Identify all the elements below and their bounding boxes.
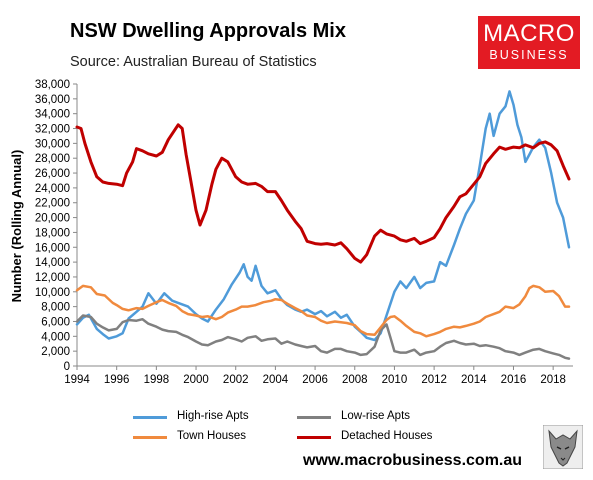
legend-label-detached-houses: Detached Houses — [341, 430, 433, 442]
y-tick-label: 32,000 — [35, 124, 70, 136]
x-tick-label: 2010 — [382, 374, 408, 386]
legend-swatch-low-rise — [297, 416, 331, 419]
y-axis-label: Number (Rolling Annual) — [9, 150, 24, 303]
x-tick-label: 2006 — [302, 374, 328, 386]
chart-series — [75, 90, 571, 360]
legend-swatch-detached-houses — [297, 436, 331, 439]
logo-line-2: BUSINESS — [489, 48, 569, 62]
y-tick-label: 24,000 — [35, 183, 70, 195]
y-tick-label: 0 — [64, 361, 70, 373]
y-tick-label: 14,000 — [35, 257, 70, 269]
legend-label-low-rise: Low-rise Apts — [341, 410, 411, 422]
y-tick-label: 28,000 — [35, 153, 70, 165]
macrobusiness-logo: MACRO BUSINESS — [478, 16, 580, 69]
logo-line-1: MACRO — [483, 20, 575, 47]
x-tick-label: 2000 — [183, 374, 209, 386]
website-link[interactable]: www.macrobusiness.com.au — [303, 452, 523, 469]
y-tick-label: 12,000 — [35, 272, 70, 284]
chart-subtitle: Source: Australian Bureau of Statistics — [70, 54, 317, 70]
x-tick-label: 2016 — [501, 374, 527, 386]
chart-title: NSW Dwelling Approvals Mix — [70, 20, 346, 42]
y-tick-label: 22,000 — [35, 198, 70, 210]
legend-label-town-houses: Town Houses — [177, 430, 247, 442]
y-tick-label: 18,000 — [35, 227, 70, 239]
y-tick-label: 6,000 — [41, 316, 70, 328]
x-tick-label: 2004 — [263, 374, 289, 386]
y-tick-label: 36,000 — [35, 94, 70, 106]
x-tick-label: 2002 — [223, 374, 249, 386]
y-tick-label: 34,000 — [35, 109, 70, 121]
y-tick-label: 26,000 — [35, 168, 70, 180]
chart-axes: 0 2,000 4,000 6,000 8,000 10,000 12,000 14,000 1… — [35, 79, 573, 386]
x-tick-label: 2018 — [540, 374, 566, 386]
y-tick-label: 10,000 — [35, 287, 70, 299]
y-tick-label: 30,000 — [35, 138, 70, 150]
legend-swatch-town-houses — [133, 436, 167, 439]
y-tick-label: 38,000 — [35, 79, 70, 91]
x-tick-label: 1998 — [144, 374, 170, 386]
y-tick-label: 16,000 — [35, 242, 70, 254]
series-line-town-houses — [75, 284, 571, 338]
x-tick-label: 1996 — [104, 374, 130, 386]
x-tick-label: 1994 — [64, 374, 90, 386]
y-tick-label: 8,000 — [41, 302, 70, 314]
x-tick-label: 2012 — [421, 374, 447, 386]
series-line-low-rise-apts — [75, 314, 571, 360]
series-line-detached-houses — [75, 123, 571, 264]
wolf-logo-icon — [543, 425, 583, 469]
y-tick-label: 4,000 — [41, 331, 70, 343]
y-tick-label: 20,000 — [35, 213, 70, 225]
legend-label-high-rise: High-rise Apts — [177, 410, 249, 422]
x-tick-label: 2008 — [342, 374, 368, 386]
y-tick-label: 2,000 — [41, 346, 70, 358]
legend-swatch-high-rise — [133, 416, 167, 419]
series-line-high-rise-apts — [75, 90, 571, 342]
x-tick-label: 2014 — [461, 374, 487, 386]
